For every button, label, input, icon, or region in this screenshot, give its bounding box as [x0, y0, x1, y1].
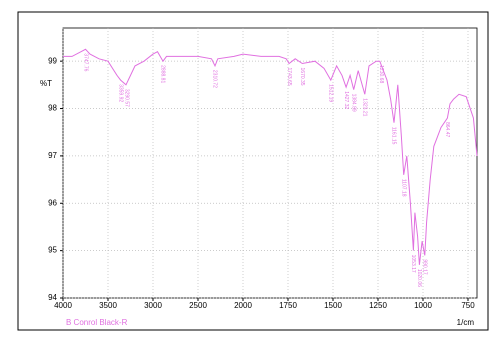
y-axis-label: %T [40, 79, 52, 88]
peak-label: 1107.18 [400, 179, 406, 197]
peak-label: 1323.21 [361, 98, 367, 116]
y-tick-label: 97 [48, 151, 57, 160]
frame [17, 11, 489, 331]
y-tick-label: 99 [48, 56, 57, 65]
x-tick-label: 1000 [414, 301, 432, 310]
peak-label: 3747.76 [82, 53, 88, 71]
x-axis-label: 1/cm [457, 318, 475, 327]
peak-label: 3359.92 [117, 84, 123, 102]
y-tick-label: 94 [48, 293, 57, 302]
peak-label: 1053.17 [410, 255, 416, 273]
x-tick-label: 1500 [324, 301, 342, 310]
y-tick-label: 95 [48, 246, 57, 255]
x-tick-label: 2500 [189, 301, 207, 310]
spectrum-line [63, 48, 478, 265]
peak-label: 1020.06 [416, 269, 422, 287]
peak-label: 1743.65 [286, 68, 292, 86]
x-tick-label: 3500 [99, 301, 117, 310]
peak-label: 1384.89 [350, 94, 356, 112]
x-tick-label: 1250 [369, 301, 387, 310]
y-tick-label: 96 [48, 198, 57, 207]
peak-label: 1670.35 [299, 68, 305, 86]
x-tick-label: 750 [461, 301, 475, 310]
series-label: B Conrol Black-R [66, 318, 128, 327]
peak-label: 3290.57 [124, 89, 130, 107]
peak-label: 1512.19 [327, 84, 333, 102]
x-tick-label: 3000 [144, 301, 162, 310]
peak-label: 990.17 [421, 259, 427, 275]
peak-label: 1427.32 [343, 91, 349, 109]
peak-label: 1161.15 [391, 127, 397, 145]
y-tick-label: 98 [48, 104, 57, 113]
peak-label: 2310.72 [212, 70, 218, 88]
x-tick-label: 2000 [234, 301, 252, 310]
peak-label: 1230.68 [378, 65, 384, 83]
x-tick-label: 1750 [279, 301, 297, 310]
x-tick-label: 4000 [54, 301, 72, 310]
peak-label: 864.47 [444, 122, 450, 138]
peak-label: 2888.81 [160, 65, 166, 83]
